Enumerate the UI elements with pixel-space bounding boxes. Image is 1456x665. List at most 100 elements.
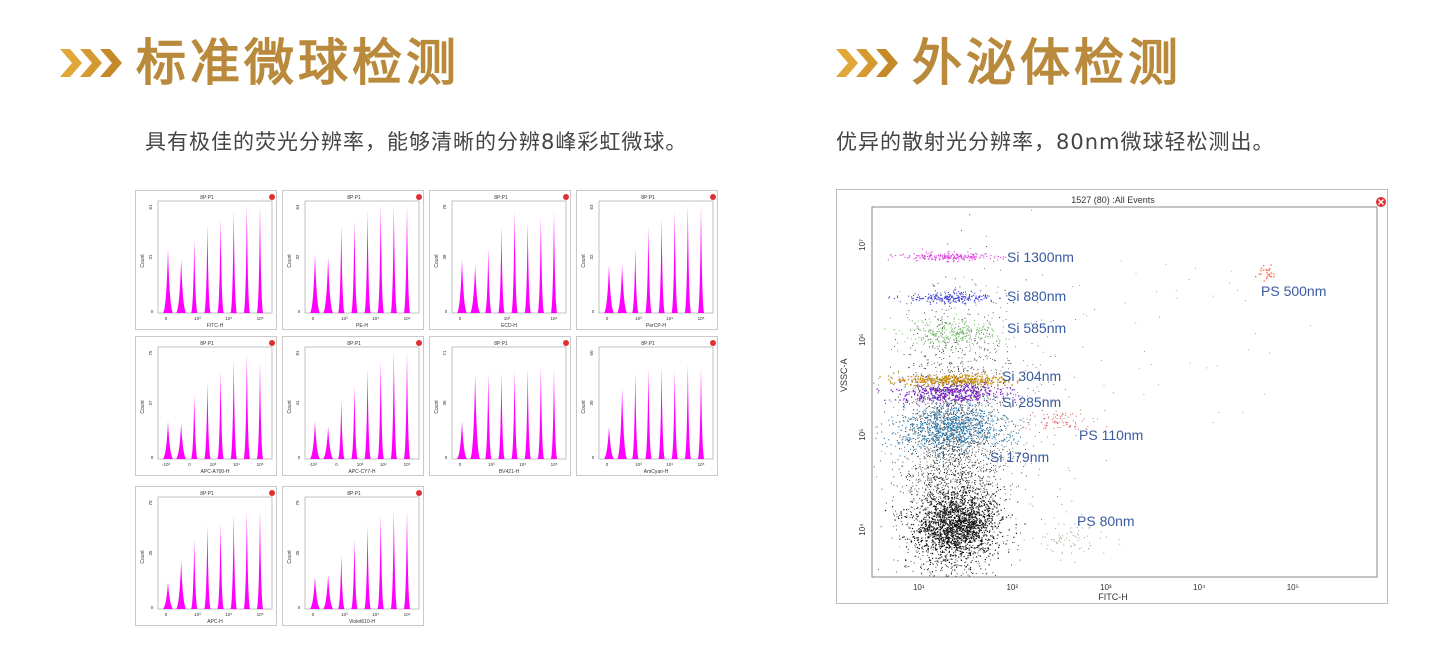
event-dot [984,497,986,499]
event-dot [975,461,977,463]
event-dot [927,407,929,409]
close-icon[interactable] [269,194,275,200]
event-dot [977,537,979,539]
close-icon[interactable] [563,340,569,346]
event-dot [957,548,958,550]
event-dot [971,366,973,368]
event-dot [980,467,982,469]
event-dot [967,456,969,458]
event-dot [885,442,887,444]
event-dot [989,513,991,515]
event-dot [960,381,962,382]
event-dot [939,473,940,475]
event-dot [935,521,937,523]
event-dot [987,525,989,527]
event-dot [1003,542,1004,544]
close-icon[interactable] [269,340,275,346]
event-dot [984,547,986,550]
event-dot [996,369,998,371]
event-dot [974,414,975,415]
event-dot [949,396,950,398]
event-dot [964,471,965,473]
event-dot [957,536,959,538]
event-dot [945,295,947,297]
histogram-peak [351,385,358,459]
event-dot [911,533,914,535]
event-dot [987,343,989,345]
event-dot [984,434,986,435]
event-dot [957,473,959,474]
event-dot [936,497,937,499]
event-dot [938,557,940,559]
event-dot [996,515,998,517]
histogram-peak [364,210,371,313]
close-icon[interactable] [416,490,422,496]
event-dot [969,504,971,506]
event-dot [913,465,915,467]
event-dot [978,505,980,507]
close-icon[interactable] [710,194,716,200]
event-dot [942,515,944,517]
event-dot [997,483,999,485]
close-icon[interactable] [416,194,422,200]
event-dot [1008,515,1009,516]
event-dot [1009,362,1011,364]
event-dot [981,494,982,496]
event-dot [982,516,984,518]
event-dot [1009,388,1011,390]
event-dot [980,484,982,486]
event-dot [939,324,941,325]
close-icon[interactable] [269,490,275,496]
event-dot [965,511,967,513]
event-dot [947,460,949,462]
event-dot [986,358,988,360]
close-icon[interactable] [416,340,422,346]
event-dot [950,541,952,543]
event-dot [964,555,965,557]
event-dot [933,527,935,530]
event-dot [969,547,971,549]
event-dot [931,533,934,535]
event-dot [932,558,934,560]
event-dot [934,415,935,417]
event-dot [963,397,965,399]
event-dot [961,409,963,411]
close-icon[interactable] [563,194,569,200]
event-dot [912,570,914,572]
event-dot [955,535,957,537]
event-dot [990,559,992,561]
event-dot [931,384,933,386]
event-dot [905,516,908,518]
event-dot [936,409,938,411]
event-dot [934,513,936,515]
y-axis-label: Count [581,400,587,414]
event-dot [996,292,998,293]
event-dot [937,434,939,436]
event-dot [963,259,965,261]
event-dot [944,509,946,511]
event-dot [982,526,984,529]
event-dot [962,496,964,498]
event-dot [929,483,931,485]
event-dot [941,505,943,507]
event-dot [955,475,956,477]
event-dot [946,438,947,439]
event-dot [971,546,973,548]
x-tick-label: 10⁵ [551,462,558,467]
event-dot [944,540,946,542]
event-dot [953,510,955,512]
event-dot [944,413,946,415]
event-dot [979,514,981,516]
event-dot [926,464,928,466]
event-dot [969,441,971,443]
event-dot [957,488,959,490]
event-dot [929,491,931,492]
event-dot [949,522,951,524]
x-tick-label: 10⁵ [698,316,705,321]
x-tick-label: 0 [165,316,168,321]
event-dot [910,429,912,431]
event-dot [949,510,951,512]
event-dot [953,540,955,542]
event-dot [960,437,962,438]
close-icon[interactable] [710,340,716,346]
